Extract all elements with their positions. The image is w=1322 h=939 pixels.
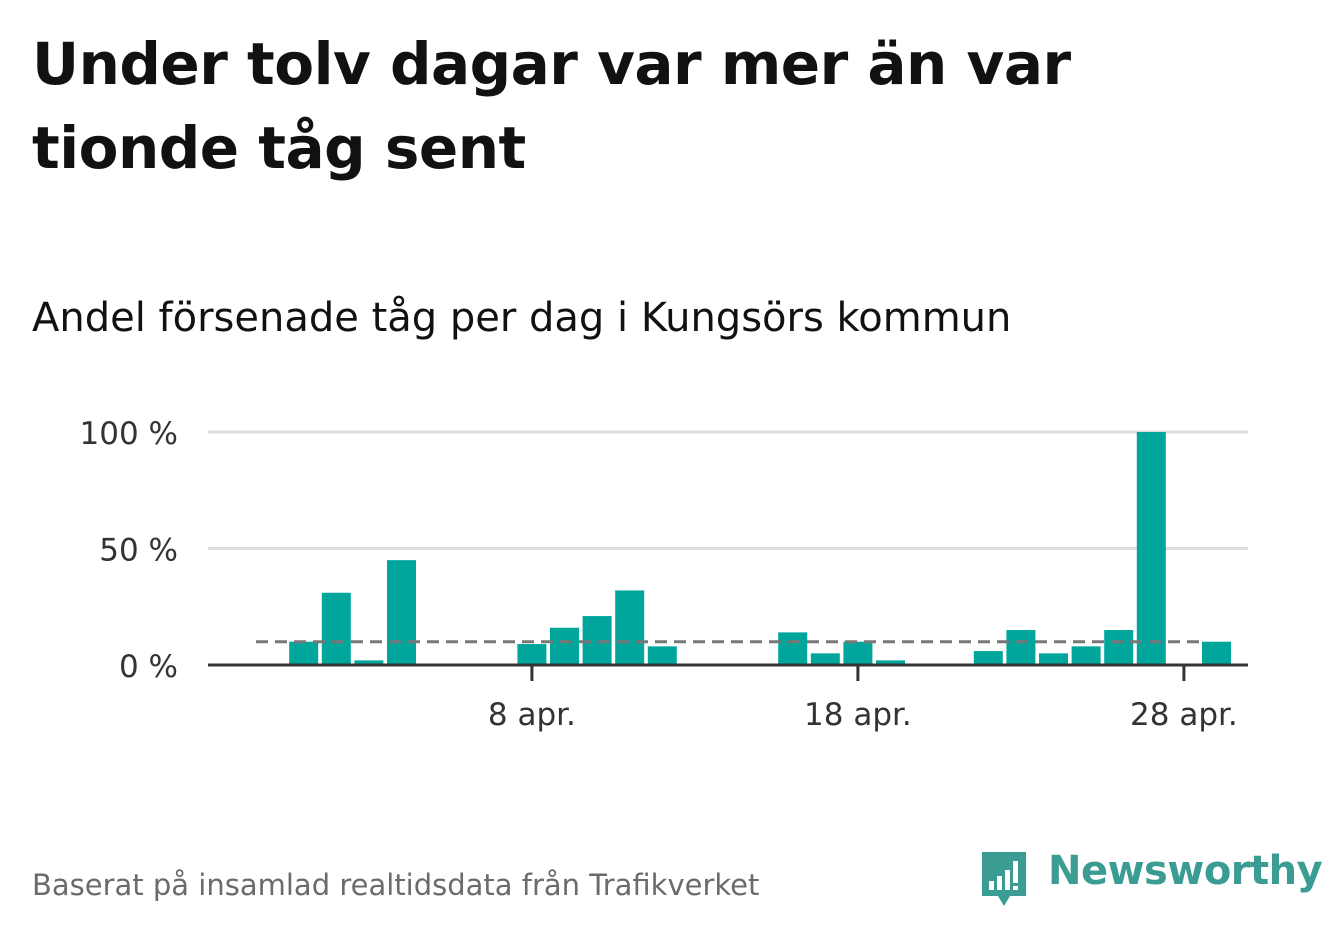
grid-lines [208, 430, 1248, 550]
y-tick-label: 50 % [99, 533, 178, 569]
bar [550, 627, 579, 665]
bar [973, 651, 1003, 665]
bar [843, 641, 873, 665]
bar [1071, 646, 1101, 665]
chart-title: Under tolv dagar var mer än var tionde t… [32, 30, 1071, 182]
x-tick-label: 18 apr. [804, 697, 912, 733]
brand-name: Newsworthy [1048, 848, 1322, 894]
bar [321, 592, 351, 665]
source-note: Baserat på insamlad realtidsdata från Tr… [32, 868, 760, 902]
y-tick-label: 0 % [119, 649, 178, 685]
bar [354, 660, 384, 665]
bar [1136, 432, 1166, 665]
bar [615, 590, 645, 665]
x-axis-labels: 8 apr. 18 apr. 28 apr. [488, 697, 1238, 733]
bar [1006, 630, 1036, 665]
chart-subtitle: Andel försenade tåg per dag i Kungsörs k… [32, 295, 1012, 341]
bars [289, 432, 1231, 665]
bar [1104, 630, 1134, 665]
bar [387, 560, 416, 665]
y-tick-label: 100 % [80, 416, 178, 452]
bar [1039, 653, 1068, 665]
bar [647, 646, 677, 665]
bar [876, 660, 905, 665]
x-tick-label: 28 apr. [1130, 697, 1238, 733]
x-tick-label: 8 apr. [488, 697, 576, 733]
bar [289, 641, 319, 665]
bar [778, 632, 808, 665]
brand-logo[interactable]: Newsworthy [980, 846, 1322, 912]
bar [517, 644, 547, 665]
bar-chart-speech-bubble-icon [982, 852, 1026, 906]
bar [1202, 641, 1231, 665]
x-axis [208, 663, 1248, 681]
bar [810, 653, 840, 665]
y-axis-labels: 0 % 50 % 100 % [80, 416, 178, 685]
